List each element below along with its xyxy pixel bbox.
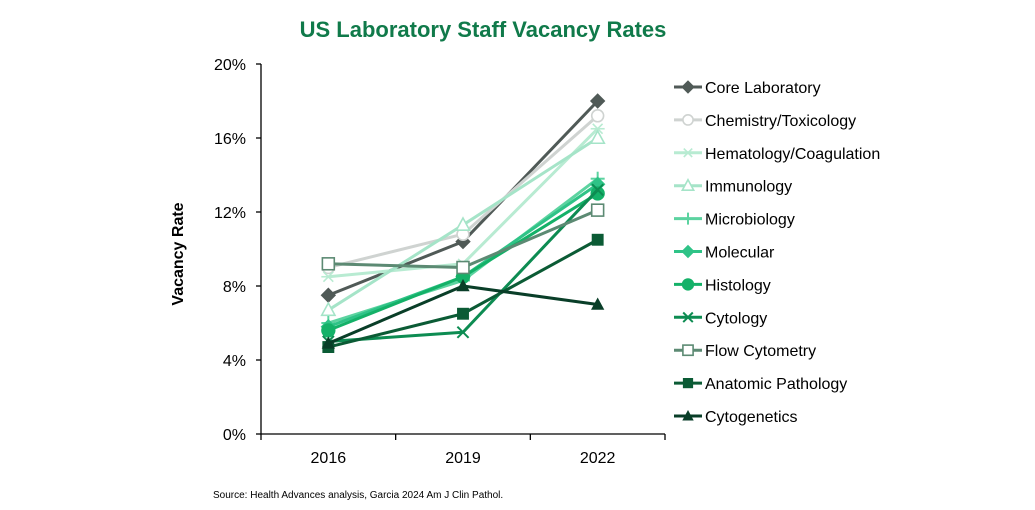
legend-marker [682, 344, 694, 357]
data-point [591, 183, 604, 197]
legend-item-microbiology: Microbiology [674, 212, 795, 229]
legend-label: Histology [705, 277, 771, 294]
data-point [589, 93, 606, 109]
y-tick-label: 20% [214, 57, 246, 74]
y-tick-label: 8% [223, 279, 246, 296]
data-point [590, 123, 605, 135]
y-tick-label: 0% [223, 427, 246, 444]
chart-title: US Laboratory Staff Vacancy Rates [300, 17, 667, 42]
series-cytogenetics [321, 279, 605, 349]
series-line [327, 183, 599, 329]
legend-label: Hematology/Coagulation [705, 146, 880, 163]
legend-item-molecular: Molecular [674, 245, 775, 262]
legend-item-cytology: Cytology [674, 310, 767, 327]
legend-label: Anatomic Pathology [705, 376, 847, 393]
legend-marker [682, 212, 694, 225]
legend-label: Cytology [705, 310, 767, 327]
legend-marker [682, 410, 694, 421]
legend-item-cytogenetics: Cytogenetics [674, 409, 798, 426]
data-point [455, 216, 471, 231]
legend-marker [681, 244, 695, 259]
x-tick-label: 2016 [311, 450, 347, 467]
legend-label: Flow Cytometry [705, 343, 816, 360]
data-point [456, 260, 470, 275]
data-point [457, 307, 469, 320]
legend-label: Chemistry/Toxicology [705, 113, 856, 130]
data-point [320, 287, 337, 303]
y-axis-label: Vacancy Rate [170, 202, 187, 305]
data-point [321, 323, 336, 338]
data-point [590, 186, 605, 201]
series-flow-cytometry [321, 203, 605, 275]
data-point [591, 297, 605, 310]
legend-marker [682, 114, 694, 126]
data-point [456, 279, 470, 292]
series-immunology [320, 129, 606, 317]
legend-item-histology: Histology [674, 277, 771, 294]
data-point [321, 336, 335, 349]
data-point [321, 271, 336, 283]
y-tick-label: 4% [223, 353, 246, 370]
legend-marker [681, 80, 695, 94]
legend-label: Core Laboratory [705, 80, 821, 97]
data-point [590, 203, 605, 217]
legend-item-flow-cytometry: Flow Cytometry [674, 343, 816, 360]
legend-item-core-laboratory: Core Laboratory [674, 80, 821, 97]
series-layer [320, 93, 606, 353]
series-line [327, 177, 599, 325]
y-tick-label: 12% [214, 205, 246, 222]
data-point [591, 233, 604, 246]
data-point [590, 109, 605, 123]
legend-label: Molecular [705, 245, 775, 262]
legend: Core Laboratory Chemistry/Toxicology Hemat… [674, 80, 880, 426]
legend-marker [682, 378, 694, 389]
legend-item-immunology: Immunology [674, 178, 792, 196]
series-microbiology [321, 171, 605, 330]
data-point [320, 301, 337, 317]
x-tick-label: 2019 [445, 450, 481, 467]
series-anatomic-pathology [322, 233, 604, 353]
legend-marker [680, 178, 696, 191]
y-tick-label: 16% [214, 131, 246, 148]
legend-marker [682, 311, 694, 323]
legend-item-anatomic-pathology: Anatomic Pathology [674, 376, 847, 393]
legend-item-chemistry-toxicology: Chemistry/Toxicology [674, 113, 856, 130]
data-point [589, 129, 606, 145]
legend-label: Cytogenetics [705, 409, 798, 426]
axes: 0% 4% 8% 12% 16% 20% 2016 2019 2022 [214, 57, 666, 467]
source-note: Source: Health Advances analysis, Garcia… [213, 490, 503, 501]
data-point [321, 257, 336, 271]
x-tick-label: 2022 [580, 450, 616, 467]
legend-label: Microbiology [705, 212, 795, 229]
legend-item-hematology-coagulation: Hematology/Coagulation [674, 146, 880, 163]
legend-marker [681, 278, 695, 291]
data-point [456, 325, 470, 339]
legend-label: Immunology [705, 179, 792, 196]
legend-marker [682, 148, 694, 158]
